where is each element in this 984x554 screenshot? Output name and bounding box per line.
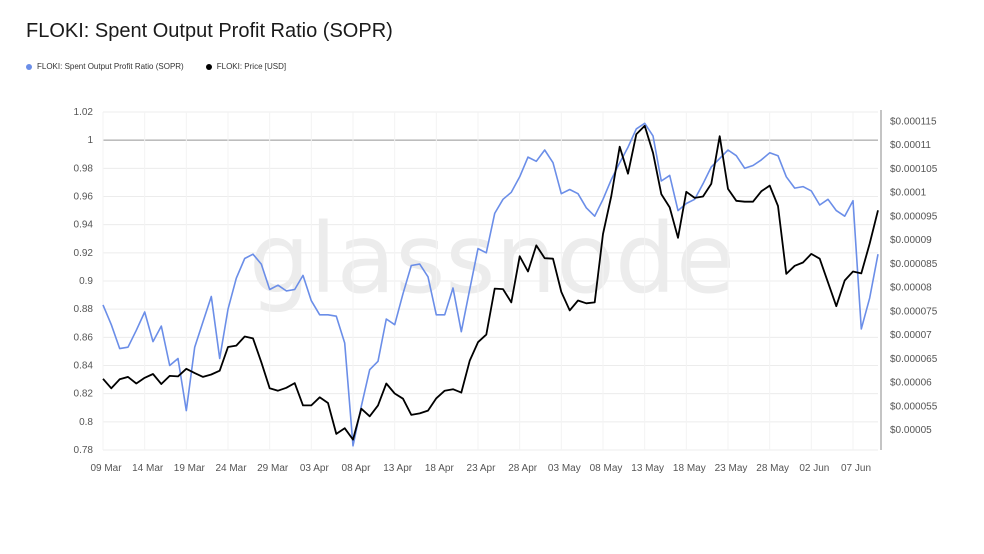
x-tick-label: 24 Mar bbox=[215, 463, 247, 474]
legend: FLOKI: Spent Output Profit Ratio (SOPR) … bbox=[26, 62, 286, 71]
x-tick-label: 07 Jun bbox=[841, 463, 871, 474]
y-right-tick-label: $0.000055 bbox=[890, 401, 938, 412]
x-tick-label: 18 Apr bbox=[425, 463, 455, 474]
y-right-tick-label: $0.0001 bbox=[890, 188, 927, 199]
y-left-tick-label: 0.98 bbox=[74, 163, 94, 174]
chart-title: FLOKI: Spent Output Profit Ratio (SOPR) bbox=[26, 20, 393, 42]
x-tick-label: 02 Jun bbox=[799, 463, 829, 474]
y-right-tick-label: $0.000065 bbox=[890, 354, 938, 365]
legend-label-sopr: FLOKI: Spent Output Profit Ratio (SOPR) bbox=[37, 62, 184, 71]
y-right-tick-label: $0.000095 bbox=[890, 211, 938, 222]
series-line-sopr bbox=[102, 122, 879, 447]
axes: 1.0210.980.960.940.920.90.880.860.840.82… bbox=[74, 107, 938, 474]
x-tick-label: 23 May bbox=[715, 463, 748, 474]
legend-dot-price bbox=[205, 63, 212, 70]
x-tick-label: 29 Mar bbox=[257, 463, 289, 474]
y-left-tick-label: 0.86 bbox=[74, 332, 94, 343]
legend-label-price: FLOKI: Price [USD] bbox=[216, 62, 287, 71]
y-left-tick-label: 0.82 bbox=[74, 389, 94, 400]
x-tick-label: 13 May bbox=[631, 463, 664, 474]
x-tick-label: 09 Mar bbox=[90, 463, 122, 474]
y-left-tick-label: 0.94 bbox=[74, 220, 94, 231]
y-left-tick-label: 0.8 bbox=[79, 417, 93, 428]
x-tick-label: 03 Apr bbox=[300, 463, 330, 474]
legend-item-price[interactable]: FLOKI: Price [USD] bbox=[205, 62, 287, 71]
y-right-tick-label: $0.00006 bbox=[890, 378, 932, 389]
series-line-price bbox=[102, 124, 879, 441]
y-left-tick-label: 0.96 bbox=[74, 192, 94, 203]
y-left-tick-label: 0.9 bbox=[79, 276, 93, 287]
y-left-tick-label: 0.84 bbox=[74, 361, 94, 372]
x-tick-label: 18 May bbox=[673, 463, 706, 474]
y-left-tick-label: 0.78 bbox=[74, 445, 94, 456]
x-tick-label: 08 Apr bbox=[342, 463, 372, 474]
watermark: glassnode bbox=[249, 203, 735, 315]
x-tick-label: 28 Apr bbox=[508, 463, 538, 474]
x-tick-label: 28 May bbox=[756, 463, 789, 474]
y-left-tick-label: 1 bbox=[87, 135, 93, 146]
x-tick-label: 03 May bbox=[548, 463, 581, 474]
y-right-tick-label: $0.00005 bbox=[890, 425, 932, 436]
y-right-tick-label: $0.000085 bbox=[890, 259, 938, 270]
y-right-tick-label: $0.000115 bbox=[890, 116, 937, 127]
y-left-tick-label: 1.02 bbox=[74, 107, 94, 118]
y-right-tick-label: $0.000075 bbox=[890, 306, 938, 317]
x-tick-label: 13 Apr bbox=[383, 463, 413, 474]
series-layer bbox=[102, 122, 879, 447]
legend-dot-sopr bbox=[26, 63, 32, 70]
y-right-tick-label: $0.000105 bbox=[890, 164, 938, 175]
y-left-tick-label: 0.92 bbox=[74, 248, 94, 259]
y-right-tick-label: $0.00007 bbox=[890, 330, 932, 341]
y-right-tick-label: $0.00011 bbox=[890, 140, 931, 151]
x-tick-label: 23 Apr bbox=[467, 463, 497, 474]
y-left-tick-label: 0.88 bbox=[74, 304, 94, 315]
y-right-tick-label: $0.00009 bbox=[890, 235, 932, 246]
x-tick-label: 19 Mar bbox=[174, 463, 206, 474]
legend-item-sopr[interactable]: FLOKI: Spent Output Profit Ratio (SOPR) bbox=[26, 62, 184, 71]
x-tick-label: 08 May bbox=[590, 463, 623, 474]
x-tick-label: 14 Mar bbox=[132, 463, 164, 474]
grid bbox=[102, 111, 878, 451]
y-right-tick-label: $0.00008 bbox=[890, 283, 932, 294]
